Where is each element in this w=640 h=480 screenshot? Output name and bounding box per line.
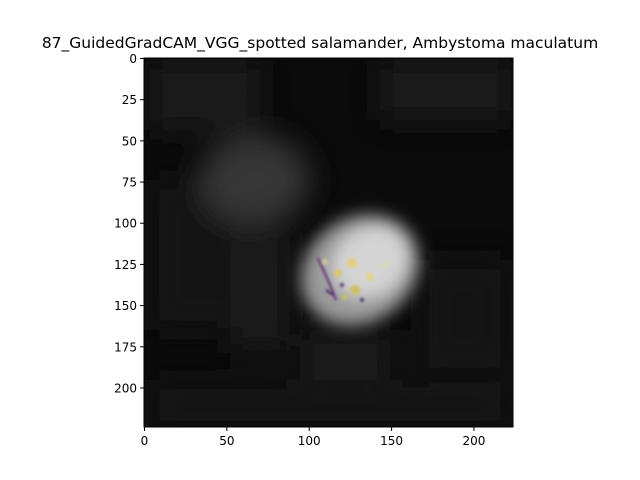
y-tick-label: 25 bbox=[122, 93, 137, 107]
axes-frame bbox=[143, 57, 514, 428]
x-tick-label: 0 bbox=[141, 434, 149, 448]
x-tick-label: 100 bbox=[298, 434, 321, 448]
y-tick-label: 50 bbox=[122, 134, 137, 148]
y-tick-label: 0 bbox=[129, 52, 137, 66]
x-tick-label: 50 bbox=[219, 434, 234, 448]
y-tick-label: 125 bbox=[114, 258, 137, 272]
x-tick-label: 200 bbox=[463, 434, 486, 448]
y-tick-label: 175 bbox=[114, 340, 137, 354]
x-tick-label: 150 bbox=[380, 434, 403, 448]
y-tick-label: 75 bbox=[122, 176, 137, 190]
x-axis: 0 50 100 150 200 bbox=[141, 427, 486, 448]
gradcam-heatmap-image bbox=[144, 58, 513, 427]
y-tick-label: 100 bbox=[114, 217, 137, 231]
y-tick-label: 150 bbox=[114, 299, 137, 313]
y-tick-label: 200 bbox=[114, 381, 137, 395]
figure-title: 87_GuidedGradCAM_VGG_spotted salamander,… bbox=[41, 34, 599, 52]
y-axis: 0 25 50 75 100 125 150 175 200 bbox=[114, 52, 144, 395]
